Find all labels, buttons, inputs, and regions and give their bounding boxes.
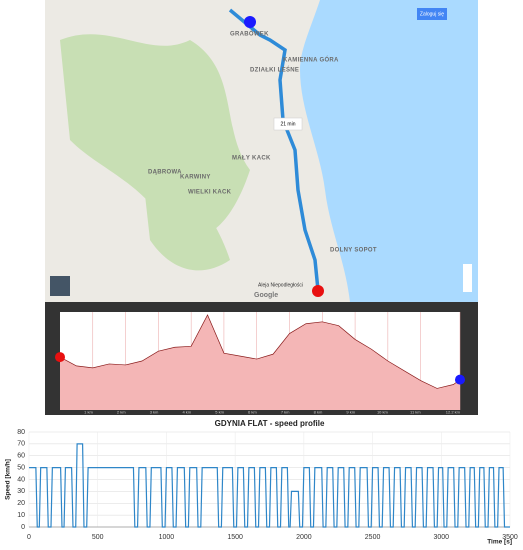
- y-tick-label: 70: [17, 441, 25, 448]
- x-tick-label: 3000: [433, 534, 449, 541]
- map-logo: Google: [254, 292, 278, 299]
- x-tick-label: 8 km: [314, 410, 323, 415]
- x-tick-label: 1 km: [84, 410, 93, 415]
- x-tick-label: 5 km: [215, 410, 224, 415]
- x-tick-label: 1000: [159, 534, 175, 541]
- x-tick-label: 2000: [296, 534, 312, 541]
- map-label: GRABÓWEK: [230, 30, 269, 38]
- map-forest: [60, 34, 250, 238]
- y-tick-label: 40: [17, 476, 25, 483]
- x-tick-label: 2 km: [117, 410, 126, 415]
- start-marker: [55, 352, 65, 363]
- x-tick-label: 11 km: [410, 410, 421, 415]
- y-tick-label: 0: [21, 524, 25, 531]
- map-label: KAMIENNA GÓRA: [283, 56, 339, 64]
- elevation-line: [59, 314, 461, 389]
- map-sea: [300, 0, 478, 302]
- map-label: DZIAŁKI LEŚNE: [250, 67, 299, 74]
- x-tick-label: 12.2 km: [446, 410, 461, 415]
- x-tick-label: 4 km: [182, 410, 191, 415]
- x-tick-label: 1500: [227, 534, 243, 541]
- chart-title: GDYNIA FLAT - speed profile: [215, 419, 325, 428]
- x-tick-label: 3500: [502, 534, 518, 541]
- zoom-control[interactable]: [463, 264, 472, 292]
- y-tick-label: 20: [17, 500, 25, 507]
- x-tick-label: 7 km: [281, 410, 290, 415]
- sign-in-button[interactable]: [417, 8, 447, 20]
- y-axis-label: Speed [km/h]: [5, 459, 12, 500]
- end-marker: [455, 374, 465, 385]
- route-time-box: [273, 117, 303, 131]
- start-point: [244, 16, 256, 28]
- x-tick-label: 2500: [365, 534, 381, 541]
- sign-in-text[interactable]: Zaloguj się: [420, 11, 444, 17]
- map-label: KARWINY: [180, 175, 211, 181]
- x-tick-label: 9 km: [346, 410, 355, 415]
- map-label: DĄBROWA: [148, 170, 182, 176]
- x-tick-label: 3 km: [150, 410, 159, 415]
- x-axis-label: Time [s]: [487, 539, 512, 546]
- map-label: WIELKI KACK: [188, 190, 232, 196]
- y-tick-label: 30: [17, 488, 25, 495]
- satellite-toggle[interactable]: [50, 276, 70, 296]
- map: 21 min Zaloguj się GRABÓWEK DZIAŁKI LEŚN…: [45, 0, 478, 302]
- y-tick-label: 60: [17, 453, 25, 460]
- y-tick-label: 80: [17, 429, 25, 436]
- y-tick-label: 10: [17, 512, 25, 519]
- speed-line: [29, 443, 510, 528]
- x-tick-label: 500: [92, 534, 104, 541]
- route-time: 21 min: [280, 121, 295, 127]
- map-label: MAŁY KACK: [232, 156, 271, 162]
- end-point: [312, 285, 324, 297]
- map-label: Aleja Niepodległości: [258, 282, 303, 288]
- map-forest: [140, 150, 230, 271]
- x-tick-label: 10 km: [377, 410, 389, 415]
- x-tick-label: 0: [27, 534, 31, 541]
- y-tick-label: 50: [17, 464, 25, 471]
- map-label: DOLNY SOPOT: [330, 248, 377, 254]
- charts: 1 km 2 km 3 km 4 km 5 km 6 km 7 km 8 km 9 km 10 k…: [5, 312, 518, 546]
- elevation-area: [60, 314, 460, 410]
- x-tick-label: 6 km: [248, 410, 257, 415]
